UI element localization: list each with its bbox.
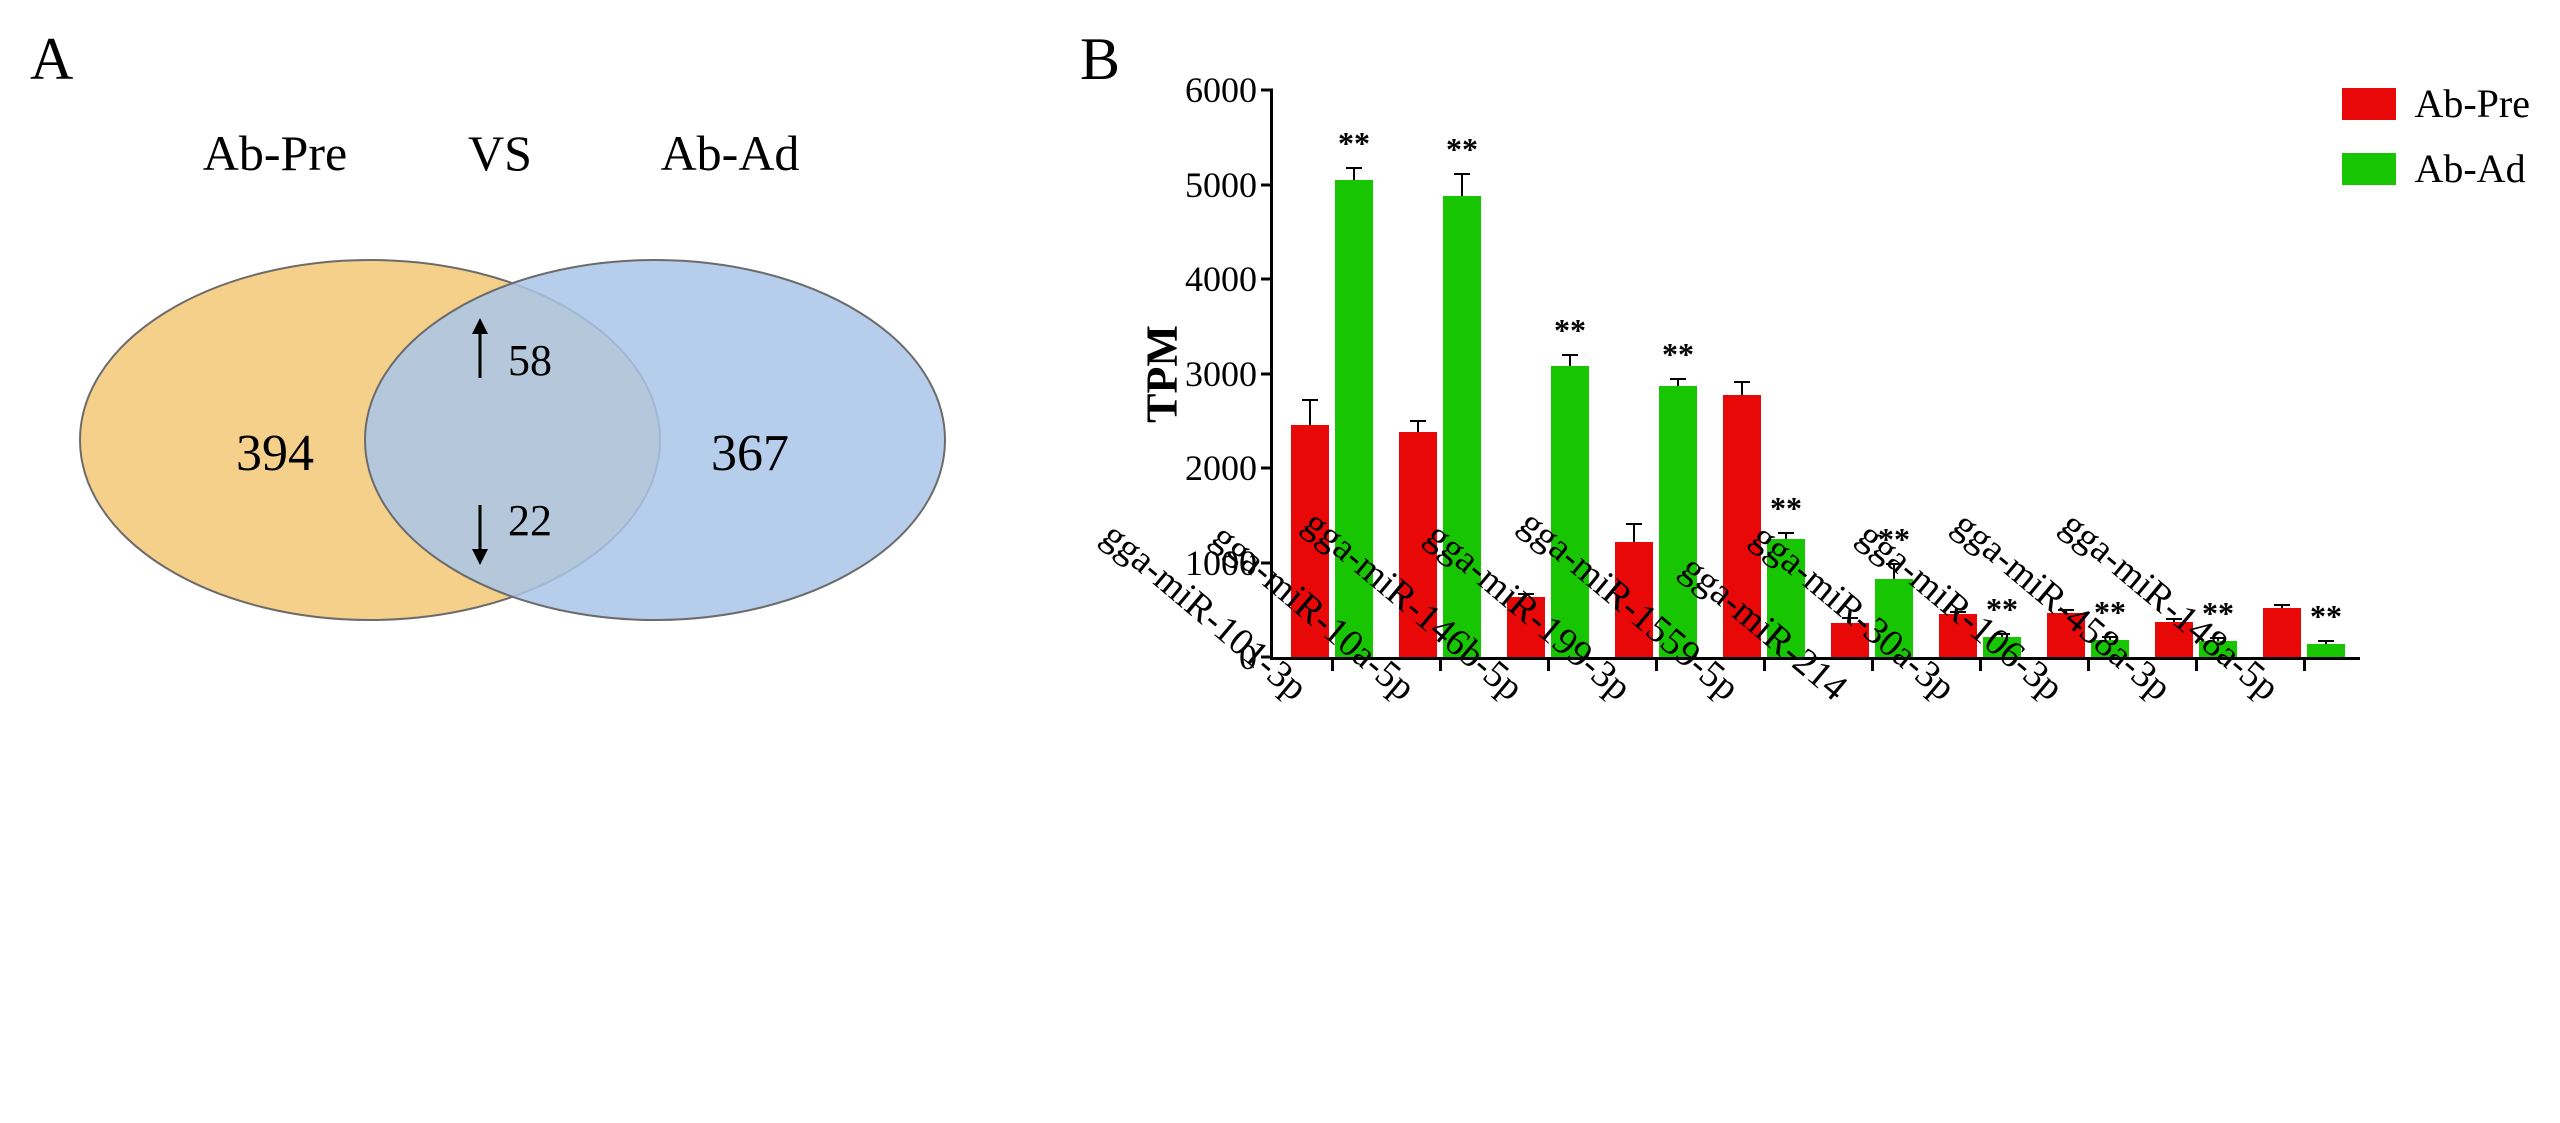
x-tick-mark [1655,657,1658,671]
y-tick-mark [1261,183,1273,186]
x-tick-mark [2195,657,2198,671]
y-tick-mark [1261,89,1273,92]
error-bar [1353,168,1355,179]
x-tick-mark [2087,657,2090,671]
significance-marker: ** [1662,336,1694,373]
panel-b-barchart: TPM 0100020003000400050006000**gga-miR-1… [1110,20,2550,1100]
venn-overlap-down: 22 [508,496,552,545]
panel-a-venn: Ab-Pre VS Ab-Ad 394 367 58 22 [40,110,1040,760]
legend-swatch-ab-pre [2342,88,2396,120]
bar [2307,644,2345,657]
x-tick-mark [1331,657,1334,671]
venn-svg: Ab-Pre VS Ab-Ad 394 367 58 22 [40,110,1040,760]
venn-title-mid: VS [468,125,532,181]
error-bar [1417,421,1419,432]
significance-marker: ** [2310,598,2342,635]
legend-item-ab-ad: Ab-Ad [2342,145,2530,192]
significance-marker: ** [1446,131,1478,168]
venn-right-count: 367 [711,425,789,482]
x-tick-mark [1763,657,1766,671]
venn-overlap-up: 58 [508,336,552,385]
error-bar [1569,355,1571,366]
legend-swatch-ab-ad [2342,153,2396,185]
error-bar [1309,400,1311,425]
y-tick-label: 3000 [1117,353,1273,395]
y-tick-mark [1261,372,1273,375]
venn-left-count: 394 [236,425,314,482]
legend-item-ab-pre: Ab-Pre [2342,80,2530,127]
legend: Ab-Pre Ab-Ad [2342,80,2530,210]
error-bar [1677,379,1679,386]
error-cap [2274,604,2290,606]
venn-title-right: Ab-Ad [661,125,800,181]
error-cap [1302,399,1318,401]
significance-marker: ** [1554,312,1586,349]
error-cap [1346,167,1362,169]
x-tick-mark [1979,657,1982,671]
y-tick-label: 5000 [1117,164,1273,206]
x-tick-mark [1439,657,1442,671]
error-cap [1670,378,1686,380]
error-cap [2318,640,2334,642]
error-cap [1734,381,1750,383]
significance-marker: ** [1338,125,1370,162]
legend-label-ab-ad: Ab-Ad [2414,145,2525,192]
chart-area: TPM 0100020003000400050006000**gga-miR-1… [1270,90,2360,660]
y-tick-label: 2000 [1117,447,1273,489]
y-tick-label: 4000 [1117,258,1273,300]
x-tick-mark [2303,657,2306,671]
x-tick-mark [1547,657,1550,671]
error-cap [1454,173,1470,175]
panel-a-label: A [30,25,73,94]
legend-label-ab-pre: Ab-Pre [2414,80,2530,127]
y-tick-mark [1261,467,1273,470]
figure-root: A B Ab-Pre VS Ab-Ad 394 367 58 22 [0,0,2560,1123]
y-tick-mark [1261,278,1273,281]
error-bar [1633,524,1635,542]
venn-title-left: Ab-Pre [203,125,347,181]
error-bar [1461,174,1463,196]
error-cap [1410,420,1426,422]
venn-right-ellipse [365,260,945,620]
error-cap [1626,523,1642,525]
y-tick-label: 6000 [1117,69,1273,111]
error-bar [1741,382,1743,395]
x-tick-mark [1871,657,1874,671]
error-cap [1562,354,1578,356]
